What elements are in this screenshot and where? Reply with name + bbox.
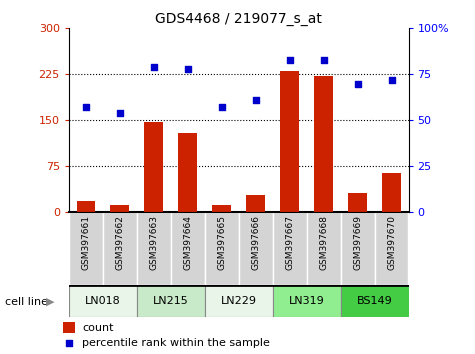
Bar [238,212,273,285]
Point [82,105,90,110]
Bar [111,205,129,212]
Text: ▶: ▶ [46,297,54,307]
Point [116,110,124,116]
Bar [144,121,163,212]
Bar [307,212,341,285]
Bar [374,212,408,285]
Bar [171,212,205,285]
Bar [179,133,197,212]
Point [388,77,395,83]
Text: GSM397668: GSM397668 [319,215,328,270]
Title: GDS4468 / 219077_s_at: GDS4468 / 219077_s_at [155,12,322,26]
Bar [205,285,273,317]
Text: GSM397670: GSM397670 [387,215,396,270]
Bar [76,201,95,212]
Bar [137,285,205,317]
Point [184,66,191,72]
Bar [382,172,401,212]
Text: GSM397662: GSM397662 [115,215,124,270]
Bar [63,322,75,333]
Text: GSM397665: GSM397665 [217,215,226,270]
Point [319,268,327,274]
Text: percentile rank within the sample: percentile rank within the sample [82,338,270,348]
Point [150,64,158,70]
Text: LN229: LN229 [221,296,256,306]
Text: GSM397667: GSM397667 [285,215,294,270]
Text: LN018: LN018 [85,296,121,306]
Bar [341,212,374,285]
Point [320,57,327,62]
Text: GSM397663: GSM397663 [149,215,158,270]
Text: LN319: LN319 [289,296,324,306]
Text: GSM397669: GSM397669 [353,215,362,270]
Bar [314,76,333,212]
Bar [69,212,103,285]
Bar [341,285,408,317]
Bar [247,195,265,212]
Text: count: count [82,322,114,332]
Bar [69,285,137,317]
Bar [348,193,367,212]
Point [252,97,259,103]
Bar [205,212,238,285]
Text: LN215: LN215 [153,296,189,306]
Point [286,57,294,62]
Text: GSM397661: GSM397661 [81,215,90,270]
Text: BS149: BS149 [357,296,392,306]
Point [354,81,361,86]
Bar [103,212,137,285]
Bar [273,285,341,317]
Point [218,105,226,110]
Bar [273,212,306,285]
Bar [280,71,299,212]
Text: cell line: cell line [5,297,48,307]
Text: GSM397666: GSM397666 [251,215,260,270]
Bar [212,205,231,212]
Bar [137,212,171,285]
Text: GSM397664: GSM397664 [183,215,192,270]
